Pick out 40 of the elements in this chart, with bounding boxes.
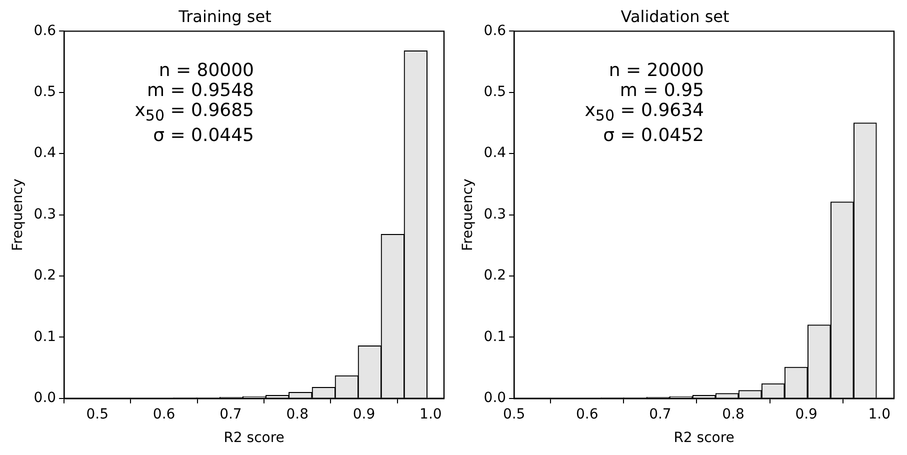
y-tick-label: 0.1 xyxy=(34,328,56,345)
annotation: σ = 0.0452 xyxy=(602,124,704,146)
y-tick-label: 0.4 xyxy=(34,145,56,162)
y-tick-label: 0.2 xyxy=(34,268,56,284)
x-tick-label: 0.8 xyxy=(722,406,744,422)
y-tick-label: 0.3 xyxy=(484,206,506,222)
annotation: x$_{50}$ = 0.9634 xyxy=(584,100,704,126)
x-axis-title: R2 score xyxy=(224,430,284,446)
y-axis-title: Frequency xyxy=(460,178,476,251)
y-tick-label: 0.0 xyxy=(484,390,506,406)
annotation: n = 20000 xyxy=(608,60,704,82)
y-tick-label: 0.6 xyxy=(484,22,506,39)
y-tick-label: 0.0 xyxy=(34,390,56,406)
annotation: σ = 0.0445 xyxy=(152,124,254,146)
y-tick-label: 0.2 xyxy=(484,268,506,284)
annotation: x$_{50}$ = 0.9685 xyxy=(134,100,254,126)
chart-title: Validation set xyxy=(620,6,730,26)
x-tick-label: 0.8 xyxy=(286,406,308,422)
x-tick-label: 1.0 xyxy=(868,406,891,422)
y-tick-label: 0.1 xyxy=(484,328,506,345)
y-tick-label: 0.5 xyxy=(34,84,56,100)
x-tick-label: 1.0 xyxy=(420,406,442,422)
x-axis-title: R2 score xyxy=(674,430,734,446)
chart-title: Training set xyxy=(178,6,272,26)
x-tick-label: 0.6 xyxy=(152,406,176,422)
y-tick-label: 0.5 xyxy=(484,84,506,100)
y-tick-label: 0.6 xyxy=(34,22,56,39)
y-axis-title: Frequency xyxy=(10,178,26,251)
x-tick-label: 0.9 xyxy=(352,406,376,422)
x-tick-label: 0.7 xyxy=(220,406,242,422)
y-tick-label: 0.3 xyxy=(34,206,56,222)
x-tick-label: 0.5 xyxy=(502,406,526,422)
x-tick-label: 0.5 xyxy=(86,406,109,422)
annotation: n = 80000 xyxy=(158,60,254,82)
y-tick-label: 0.4 xyxy=(484,145,506,162)
x-tick-label: 0.9 xyxy=(795,406,818,422)
annotation: m = 0.9548 xyxy=(146,80,254,102)
x-tick-label: 0.6 xyxy=(576,406,598,422)
annotation: m = 0.95 xyxy=(618,80,704,102)
x-tick-label: 0.7 xyxy=(649,406,672,422)
